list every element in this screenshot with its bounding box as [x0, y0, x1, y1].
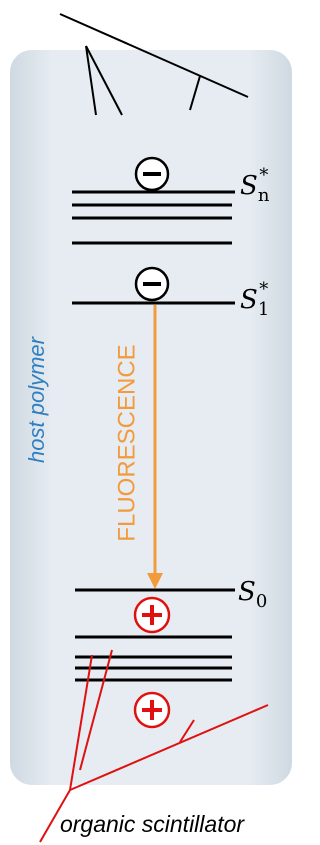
- subscript: 1: [258, 299, 269, 320]
- superscript: *: [259, 279, 268, 300]
- subscript: n: [258, 185, 270, 206]
- level-label: Sn*: [240, 165, 270, 206]
- caption: organic scintillator: [60, 811, 245, 837]
- subscript: 0: [256, 591, 267, 612]
- hole: [135, 693, 169, 727]
- superscript: *: [259, 165, 268, 186]
- host-label: host polymer: [24, 335, 49, 463]
- symbol: S: [240, 285, 258, 315]
- symbol: S: [238, 577, 256, 607]
- diagram: host polymer FLUORESCENCE Sn* S1* S0: [0, 0, 304, 845]
- electron: [136, 268, 168, 300]
- level-label: S1*: [240, 279, 269, 320]
- electron: [136, 158, 168, 190]
- hole: [135, 598, 169, 632]
- transition-label: FLUORESCENCE: [113, 344, 140, 541]
- symbol: S: [240, 171, 258, 201]
